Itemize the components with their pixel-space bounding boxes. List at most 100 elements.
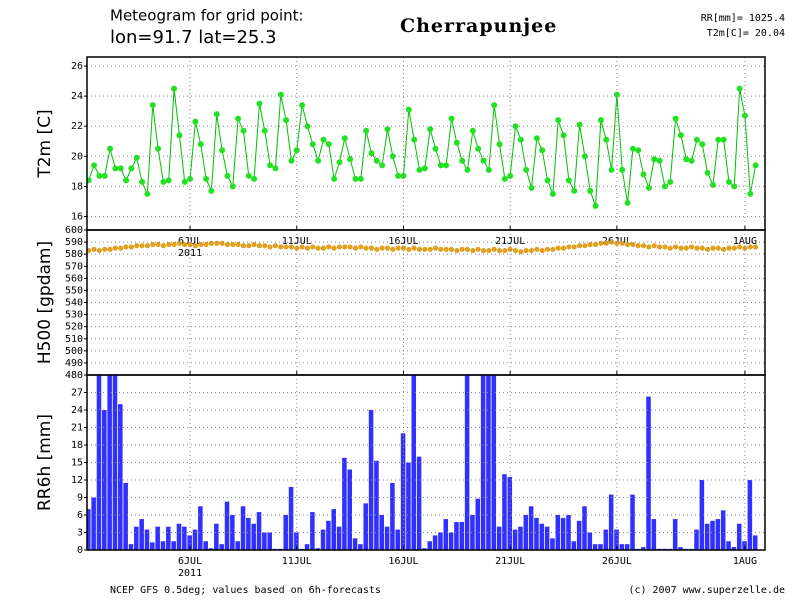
geopotential-point	[720, 246, 727, 252]
rain-bar	[438, 532, 443, 550]
rain-bar	[155, 526, 160, 550]
geopotential-point	[272, 243, 279, 249]
geopotential-point	[278, 244, 284, 250]
geopotential-point	[651, 243, 657, 249]
geopotential-point	[459, 246, 465, 252]
geopotential-point	[395, 245, 401, 251]
geopotential-point	[331, 245, 337, 251]
x-tick-label: 26JUL	[602, 556, 632, 567]
temperature-point	[507, 172, 514, 179]
rain-bar	[678, 547, 683, 550]
temperature-point	[155, 145, 162, 152]
y-axis-label: T2m [C]	[35, 109, 55, 178]
rain-bar	[102, 410, 107, 550]
temperature-point	[91, 162, 98, 169]
geopotential-point	[747, 244, 753, 250]
rain-bar	[326, 520, 331, 550]
rain-bar	[576, 520, 582, 550]
temperature-point	[667, 178, 674, 185]
rain-bar	[150, 542, 155, 550]
temperature-point	[245, 172, 252, 179]
rain-bar	[320, 529, 326, 550]
temperature-point	[464, 166, 471, 173]
temperature-point	[715, 136, 722, 143]
y-tick-label: 580	[65, 249, 83, 260]
temperature-point	[480, 157, 487, 164]
geopotential-point	[704, 246, 711, 252]
rain-bar	[731, 547, 737, 550]
temperature-point	[293, 147, 300, 154]
rain-bar	[310, 512, 315, 550]
rain-bar	[571, 541, 577, 550]
rain-bar	[384, 526, 390, 550]
x-year-label: 2011	[178, 248, 202, 259]
x-tick-label: 16JUL	[388, 556, 418, 567]
geopotential-point	[374, 246, 380, 252]
geopotential-point	[192, 243, 199, 249]
geopotential-point	[427, 246, 433, 252]
geopotential-point	[646, 244, 652, 250]
y-tick-label: 480	[65, 370, 83, 381]
rain-bar	[134, 526, 139, 550]
temperature-point	[677, 132, 684, 139]
geopotential-point	[630, 241, 636, 248]
temperature-point	[528, 184, 535, 191]
temperature-point	[416, 166, 423, 173]
temperature-point	[171, 85, 178, 92]
rain-bar	[123, 482, 128, 550]
temperature-point	[704, 169, 711, 176]
y-tick-label: 3	[77, 528, 83, 539]
temperature-point	[87, 177, 92, 184]
geopotential-point	[699, 245, 705, 251]
temperature-point	[592, 202, 599, 209]
temperature-point	[555, 117, 562, 124]
rain-bar	[304, 544, 310, 550]
temperature-point	[320, 136, 327, 143]
temperature-point	[219, 147, 226, 154]
temperature-point	[384, 126, 391, 133]
temperature-point	[443, 162, 450, 169]
geopotential-point	[187, 241, 193, 248]
geopotential-point	[384, 245, 391, 251]
temperature-point	[181, 178, 188, 185]
geopotential-point	[518, 249, 524, 255]
rain-bar	[454, 522, 459, 550]
temperature-point	[699, 141, 706, 148]
rain-bar	[480, 375, 486, 550]
geopotential-point	[555, 245, 561, 251]
rain-bar	[619, 544, 625, 550]
rain-bar	[459, 522, 465, 550]
geopotential-point	[214, 240, 220, 246]
place-name: Cherrapunjee	[400, 15, 557, 37]
rain-bar	[379, 515, 385, 550]
rain-bar	[512, 529, 518, 550]
y-tick-label: 27	[71, 388, 83, 399]
temperature-point	[309, 141, 316, 148]
rain-bar	[128, 544, 134, 550]
geopotential-point	[438, 246, 444, 252]
temperature-point	[651, 156, 658, 163]
temperature-point	[544, 177, 551, 184]
rain-bar	[203, 541, 208, 550]
geopotential-point	[667, 245, 673, 251]
temperature-point	[96, 172, 103, 179]
geopotential-point	[118, 245, 124, 251]
y-tick-label: 520	[65, 322, 83, 333]
geopotential-point	[491, 246, 497, 252]
temperature-point	[347, 156, 354, 163]
rain-bar	[235, 541, 240, 550]
temperature-point	[277, 91, 284, 98]
rain-bar	[720, 510, 726, 550]
y-tick-label: 9	[77, 493, 83, 504]
geopotential-point	[422, 246, 428, 252]
temperature-point	[363, 127, 370, 134]
temperature-point	[475, 145, 482, 152]
geopotential-point	[102, 246, 108, 252]
rain-bar	[171, 541, 176, 550]
temperature-point	[123, 177, 130, 184]
geopotential-point	[614, 240, 620, 246]
geopotential-point	[235, 241, 241, 248]
y-tick-label: 0	[77, 545, 83, 556]
geopotential-point	[304, 245, 311, 251]
rain-bar	[96, 375, 102, 550]
